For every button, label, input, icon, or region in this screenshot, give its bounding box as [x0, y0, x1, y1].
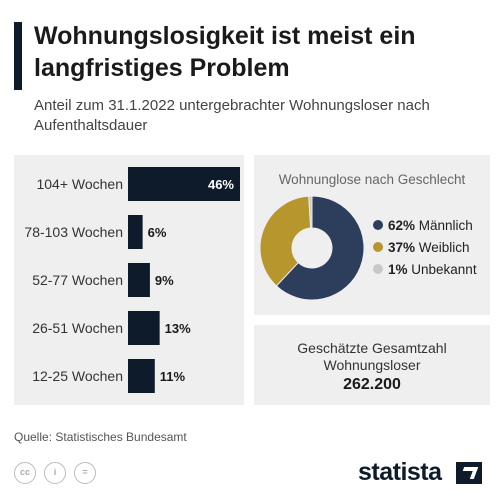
legend-swatch	[373, 264, 383, 274]
bar	[128, 263, 150, 297]
bar-value-label: 9%	[155, 273, 174, 288]
bar-category-label: 52-77 Wochen	[32, 272, 123, 288]
bar-value-label: 46%	[208, 177, 234, 192]
legend-label: Weiblich	[419, 240, 470, 255]
bar-category-label: 26-51 Wochen	[32, 320, 123, 336]
bar-chart: 104+ Wochen 46% 78-103 Wochen 6% 52-77 Woche…	[24, 167, 240, 393]
legend-pct: 1%	[388, 262, 411, 277]
legend-item: 1% Unbekannt	[388, 262, 477, 277]
total-label: Geschätzte Gesamtzahl Wohnungsloser	[297, 340, 447, 373]
legend-swatch	[373, 242, 383, 252]
legend-label: Männlich	[419, 218, 473, 233]
donut-chart-panel: Wohnunglose nach Geschlecht 62% Männlich…	[254, 155, 490, 315]
nd-icon[interactable]: =	[74, 462, 96, 484]
bar-value-label: 11%	[160, 369, 186, 384]
bar	[128, 311, 160, 345]
bar	[128, 215, 143, 249]
bar	[128, 167, 240, 201]
bar-category-label: 12-25 Wochen	[32, 368, 123, 384]
by-icon[interactable]: i	[44, 462, 66, 484]
legend-swatch	[373, 220, 383, 230]
logo-text: statista	[358, 458, 442, 486]
legend-item: 37% Weiblich	[388, 240, 470, 255]
legend-item: 62% Männlich	[388, 218, 473, 233]
bar-value-label: 6%	[148, 225, 167, 240]
bar-value-label: 13%	[165, 321, 191, 336]
legend-pct: 37%	[388, 240, 419, 255]
source-note: Quelle: Statistisches Bundesamt	[14, 430, 187, 444]
title-accent-bar	[14, 22, 22, 90]
page-subtitle: Anteil zum 31.1.2022 untergebrachter Woh…	[34, 97, 430, 134]
logo-mark-icon	[456, 462, 482, 484]
donut-slice	[308, 195, 313, 229]
total-panel: Geschätzte Gesamtzahl Wohnungsloser 262.…	[254, 325, 490, 405]
legend-label: Unbekannt	[411, 262, 477, 277]
bar-category-label: 104+ Wochen	[36, 176, 123, 192]
bar	[128, 359, 155, 393]
donut-slice	[275, 195, 365, 301]
bar-chart-panel: 104+ Wochen 46% 78-103 Wochen 6% 52-77 Woche…	[14, 155, 244, 405]
donut-slice	[259, 195, 312, 287]
legend-pct: 62%	[388, 218, 419, 233]
donut-title: Wohnunglose nach Geschlecht	[278, 172, 466, 187]
page-title: Wohnungslosigkeit ist meist ein langfris…	[34, 22, 416, 82]
cc-icon[interactable]: cc	[14, 462, 36, 484]
total-value: 262.200	[343, 376, 401, 393]
bar-category-label: 78-103 Wochen	[24, 224, 123, 240]
